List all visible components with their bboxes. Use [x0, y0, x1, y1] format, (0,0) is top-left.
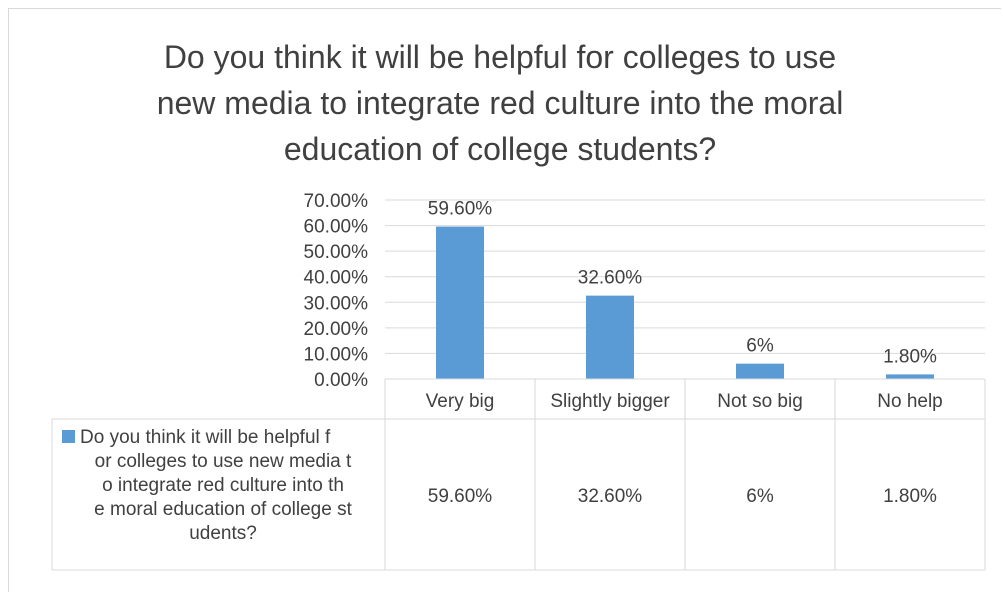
table-value: 1.80%	[883, 486, 937, 507]
table-value: 32.60%	[578, 486, 643, 507]
chart-title-line: new media to integrate red culture into …	[156, 85, 844, 121]
y-tick-label: 60.00%	[304, 217, 369, 238]
bar	[736, 363, 784, 379]
legend-key	[62, 430, 75, 443]
chart-title: Do you think it will be helpful for coll…	[40, 34, 960, 172]
legend-label-line: Do you think it will be helpful f	[80, 427, 331, 448]
data-label: 32.60%	[578, 268, 643, 289]
x-tick-label: Not so big	[717, 391, 803, 412]
legend-label-line: udents?	[189, 523, 257, 544]
y-tick-label: 0.00%	[314, 370, 368, 391]
chart-title-line: Do you think it will be helpful for coll…	[163, 39, 837, 75]
legend-label-line: e moral education of college st	[94, 499, 352, 520]
y-tick-label: 50.00%	[304, 242, 369, 263]
legend-label-line: or colleges to use new media t	[95, 451, 352, 472]
table-value: 6%	[746, 486, 774, 507]
data-label: 59.60%	[428, 199, 493, 220]
data-label: 6%	[746, 336, 774, 357]
x-tick-label: Slightly bigger	[550, 391, 670, 412]
bar	[886, 374, 934, 379]
y-tick-label: 20.00%	[304, 319, 369, 340]
y-tick-label: 70.00%	[304, 191, 369, 212]
y-tick-label: 40.00%	[304, 268, 369, 289]
y-tick-label: 10.00%	[304, 344, 369, 365]
bar	[586, 295, 634, 379]
data-label: 1.80%	[883, 346, 937, 367]
bar	[436, 226, 484, 379]
legend-label-line: o integrate red culture into th	[102, 475, 344, 496]
chart-frame	[8, 8, 1001, 592]
chart-title-line: education of college students?	[283, 131, 717, 167]
x-tick-label: No help	[877, 391, 943, 412]
y-tick-label: 30.00%	[304, 293, 369, 314]
table-value: 59.60%	[428, 486, 493, 507]
x-tick-label: Very big	[426, 391, 495, 412]
